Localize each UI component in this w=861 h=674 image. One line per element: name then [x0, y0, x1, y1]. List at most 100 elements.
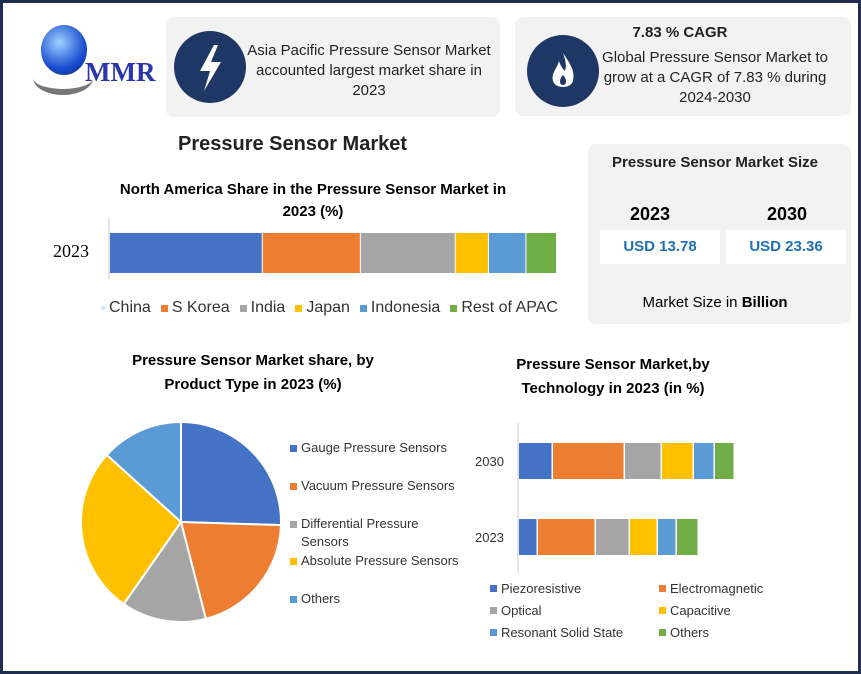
- legend-label: Indonesia: [370, 299, 441, 316]
- bar-capacitive-2023: [630, 519, 657, 555]
- logo-text: MMR: [85, 57, 156, 87]
- legend-swatch: [290, 596, 297, 603]
- na-chart-title: North America Share in the Pressure Sens…: [119, 181, 507, 220]
- legend-swatch: [659, 585, 666, 592]
- category-label-2023: 2023: [475, 530, 504, 545]
- legend-item-gauge-pressure-sensors: Gauge Pressure Sensors: [290, 439, 460, 457]
- pie-chart: [80, 420, 282, 623]
- legend-item-resonant-solid-state: Resonant Solid State: [490, 625, 623, 640]
- bar-optical-2030: [625, 443, 661, 479]
- legend-item-china: China: [101, 299, 151, 317]
- legend-item-piezoresistive: Piezoresistive: [490, 581, 581, 596]
- market-size-title: Pressure Sensor Market Size: [612, 154, 818, 171]
- na-category-label: 2023: [53, 241, 89, 261]
- legend-label: Piezoresistive: [501, 581, 582, 596]
- legend-swatch: [490, 607, 497, 614]
- bar-resonant-solid-state-2023: [658, 519, 676, 555]
- legend-label: Absolute Pressure Sensors: [301, 553, 459, 568]
- year-2023: 2023: [629, 204, 671, 224]
- info-card-text: Asia Pacific Pressure Sensor Market acco…: [247, 42, 491, 99]
- legend-swatch: [160, 304, 168, 312]
- legend-label: Differential Pressure Sensors: [301, 516, 419, 549]
- flame-icon: [527, 35, 599, 107]
- info-card-asia: Asia Pacific Pressure Sensor Market acco…: [166, 17, 500, 117]
- category-label-2030: 2030: [475, 454, 504, 469]
- legend-label: Others: [301, 591, 341, 606]
- bar-s-korea: [262, 233, 360, 273]
- legend-swatch: [295, 304, 303, 312]
- legend-item-indonesia: Indonesia: [359, 299, 441, 317]
- bar-indonesia: [488, 233, 526, 273]
- market-size-card: Pressure Sensor Market Size 2023 2030 US…: [588, 144, 851, 324]
- value-2030: USD 23.36: [726, 230, 846, 264]
- legend-item-optical: Optical: [490, 603, 541, 618]
- legend-label: Resonant Solid State: [501, 625, 624, 640]
- bar-japan: [455, 233, 488, 273]
- pie-chart-title: Pressure Sensor Market share, by Product…: [132, 352, 374, 393]
- slice-vacuum-pressure-sensors: [179, 520, 282, 621]
- lightning-icon: [174, 31, 246, 103]
- legend-item-differential-pressure-sensors: Differential Pressure Sensors: [290, 515, 460, 551]
- legend-label: Optical: [501, 603, 542, 618]
- bar-piezoresistive-2023: [519, 519, 537, 555]
- info-card-text: Global Pressure Sensor Market to grow at…: [602, 49, 828, 106]
- bar-electromagnetic-2023: [538, 519, 595, 555]
- legend-label: China: [109, 299, 151, 316]
- slice-differential-pressure-sensors: [122, 519, 208, 623]
- bar-others-2030: [715, 443, 734, 479]
- legend-swatch: [290, 483, 297, 490]
- slice-gauge-pressure-sensors: [180, 420, 282, 527]
- legend-swatch: [239, 304, 247, 312]
- bar-electromagnetic-2030: [553, 443, 624, 479]
- legend-swatch: [101, 306, 105, 310]
- legend-label: Rest of APAC: [461, 299, 558, 316]
- legend-label: Electromagnetic: [670, 581, 764, 596]
- legend-label: S Korea: [171, 299, 230, 316]
- year-2030: 2030: [766, 204, 808, 224]
- legend-item-absolute-pressure-sensors: Absolute Pressure Sensors: [290, 552, 460, 570]
- legend-swatch: [290, 558, 297, 565]
- cagr-title: 7.83 % CAGR: [632, 24, 728, 41]
- legend-label: India: [250, 299, 286, 316]
- footer-text: Market Size in: [642, 294, 742, 311]
- legend-item-rest-of-apac: Rest of APAC: [450, 299, 558, 317]
- swoosh-icon: [33, 61, 93, 95]
- legend-item-vacuum-pressure-sensors: Vacuum Pressure Sensors: [290, 477, 460, 495]
- legend-swatch: [290, 521, 297, 528]
- legend-swatch: [359, 304, 367, 312]
- info-card-cagr: 7.83 % CAGR Global Pressure Sensor Marke…: [515, 17, 851, 116]
- legend-swatch: [490, 629, 497, 636]
- main-title: Pressure Sensor Market: [178, 133, 408, 155]
- legend-label: Gauge Pressure Sensors: [301, 440, 447, 455]
- legend-swatch: [490, 585, 497, 592]
- logo: MMR: [33, 21, 158, 96]
- bar-india: [360, 233, 455, 273]
- bar-capacitive-2030: [662, 443, 693, 479]
- legend-label: Capacitive: [670, 603, 731, 618]
- slice-others: [105, 420, 182, 525]
- legend-item-capacitive: Capacitive: [659, 603, 731, 618]
- value-2023: USD 13.78: [600, 230, 720, 264]
- legend-label: Others: [670, 625, 710, 640]
- legend-swatch: [450, 304, 458, 312]
- legend-item-electromagnetic: Electromagnetic: [659, 581, 763, 596]
- legend-swatch: [659, 629, 666, 636]
- slice-absolute-pressure-sensors: [80, 453, 183, 606]
- na-legend: China S Korea India Japan Indonesia Rest of A…: [101, 299, 558, 317]
- legend-item-others: Others: [659, 625, 709, 640]
- legend-swatch: [659, 607, 666, 614]
- legend-item-others: Others: [290, 590, 460, 608]
- tech-bar-chart: 2030 2023: [475, 423, 734, 573]
- bar-rest-of-apac: [526, 233, 556, 273]
- tech-chart-title: Pressure Sensor Market,by Technology in …: [516, 356, 710, 397]
- legend-swatch: [290, 445, 297, 452]
- bar-others-2023: [677, 519, 698, 555]
- bar-china: [110, 233, 262, 273]
- na-bar-chart: [108, 217, 556, 279]
- bar-optical-2023: [596, 519, 629, 555]
- market-size-footer: Market Size in Billion: [588, 294, 842, 311]
- footer-unit: Billion: [741, 294, 788, 311]
- legend-item-s-korea: S Korea: [160, 299, 230, 317]
- legend-item-india: India: [239, 299, 286, 317]
